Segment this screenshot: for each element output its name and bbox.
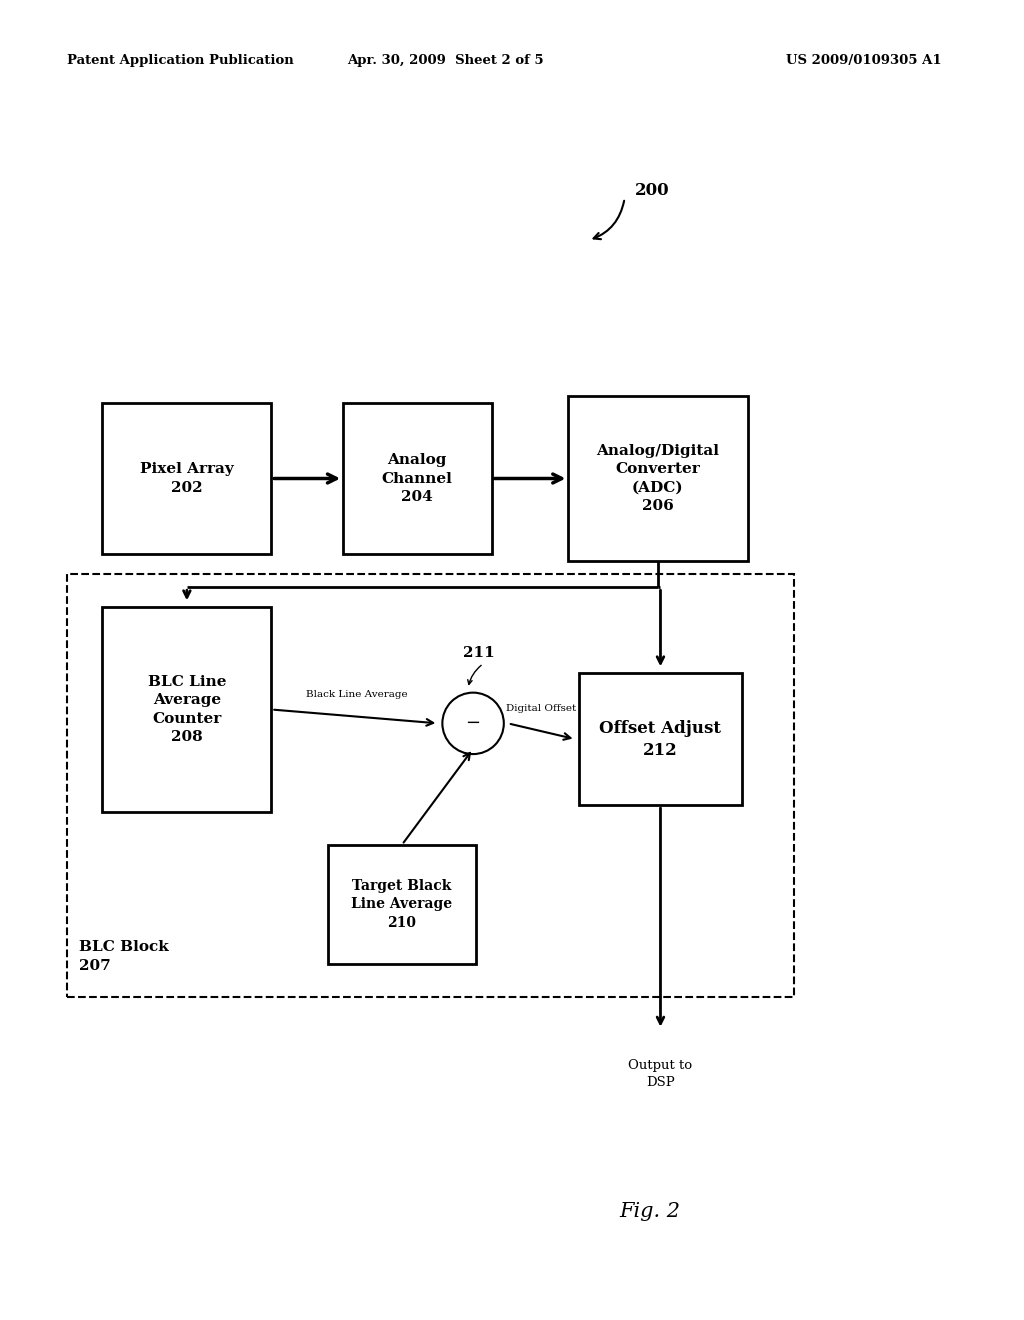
Text: Digital Offset: Digital Offset [506, 704, 577, 713]
Text: Output to
DSP: Output to DSP [629, 1059, 692, 1089]
Text: Pixel Array
202: Pixel Array 202 [140, 462, 233, 495]
Bar [102, 403, 271, 554]
Text: BLC Block
207: BLC Block 207 [79, 940, 169, 973]
Text: Black Line Average: Black Line Average [306, 690, 408, 700]
Text: 211: 211 [463, 645, 495, 660]
Bar [568, 396, 748, 561]
Text: Analog
Channel
204: Analog Channel 204 [382, 453, 453, 504]
Bar [67, 574, 794, 997]
Text: Analog/Digital
Converter
(ADC)
206: Analog/Digital Converter (ADC) 206 [596, 444, 720, 513]
Bar [102, 607, 271, 812]
Bar [343, 403, 492, 554]
Text: BLC Line
Average
Counter
208: BLC Line Average Counter 208 [147, 675, 226, 744]
Ellipse shape [442, 693, 504, 754]
Text: US 2009/0109305 A1: US 2009/0109305 A1 [786, 54, 942, 67]
Bar [579, 673, 742, 805]
Text: 200: 200 [635, 182, 670, 198]
Text: Fig. 2: Fig. 2 [620, 1203, 681, 1221]
Text: −: − [466, 714, 480, 733]
Text: Apr. 30, 2009  Sheet 2 of 5: Apr. 30, 2009 Sheet 2 of 5 [347, 54, 544, 67]
Text: Patent Application Publication: Patent Application Publication [67, 54, 293, 67]
Bar [328, 845, 476, 964]
Text: Target Black
Line Average
210: Target Black Line Average 210 [351, 879, 453, 929]
Text: Offset Adjust
212: Offset Adjust 212 [599, 719, 722, 759]
